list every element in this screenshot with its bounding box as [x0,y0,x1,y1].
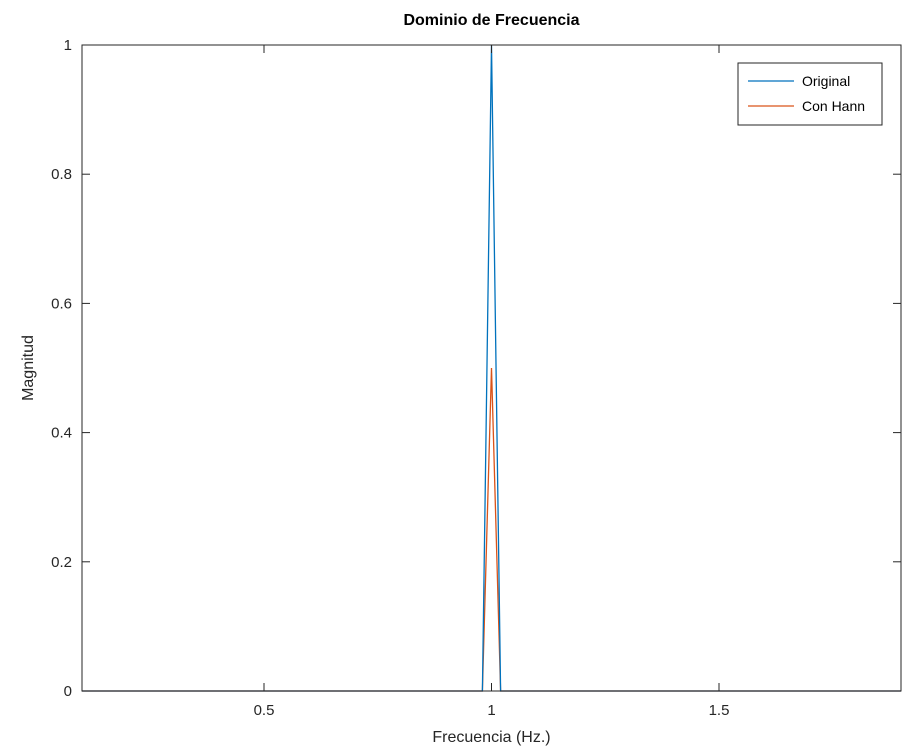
y-tick-label: 0.4 [51,425,72,442]
x-axis-label: Frecuencia (Hz.) [432,729,550,746]
legend: Original Con Hann [737,62,883,126]
y-tick-label: 0.2 [51,554,72,571]
chart-title: Dominio de Frecuencia [403,12,579,29]
y-axis-label: Magnitud [20,335,37,401]
y-tick-label: 0 [64,683,72,700]
x-tick-label: 0.5 [254,702,275,719]
legend-label: Original [802,73,850,89]
y-tick-label: 0.8 [51,166,72,183]
legend-label: Con Hann [802,98,865,114]
legend-box [737,62,883,126]
x-tick-label: 1.5 [709,702,730,719]
ticks-layer: 0.5 1 1.5 0 0.2 0.4 0.6 0.8 1 [51,37,901,719]
y-tick-label: 1 [64,37,72,54]
y-tick-label: 0.6 [51,295,72,312]
x-tick-label: 1 [487,702,495,719]
